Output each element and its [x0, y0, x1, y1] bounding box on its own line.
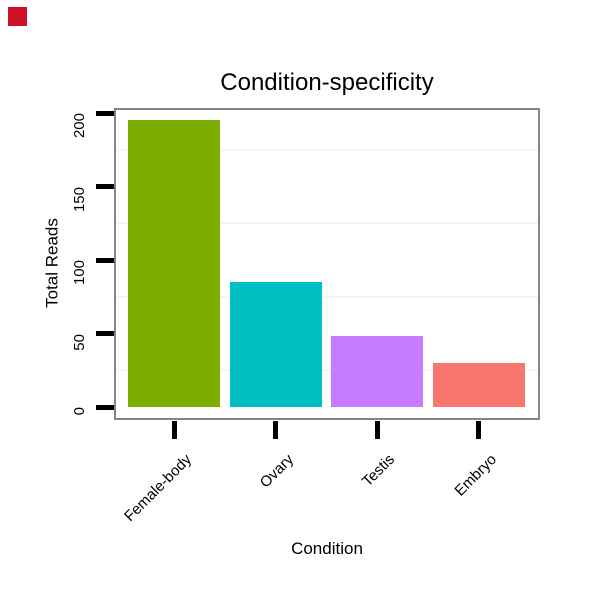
minor-gridline-125 — [116, 222, 538, 225]
bar-female-body — [128, 120, 220, 407]
y-tick-200 — [96, 110, 114, 116]
y-tick-label-200: 200 — [71, 113, 88, 139]
x-tick-embryo — [476, 421, 481, 439]
x-tick-label-embryo: Embryo — [450, 451, 500, 500]
chart-title: Condition-specificity — [220, 69, 434, 96]
minor-gridline-75 — [116, 295, 538, 298]
red-marker-square — [8, 7, 27, 26]
minor-gridline-25 — [116, 369, 538, 372]
bar-testis — [331, 336, 423, 407]
y-tick-0 — [96, 404, 114, 410]
x-tick-testis — [374, 421, 380, 439]
x-axis-title: Condition — [291, 539, 363, 558]
y-tick-150 — [96, 184, 114, 189]
y-tick-label-150: 150 — [71, 186, 88, 212]
x-tick-ovary — [273, 421, 278, 439]
y-tick-50 — [96, 331, 114, 336]
plot-panel — [114, 108, 540, 420]
y-tick-label-100: 100 — [71, 260, 88, 286]
y-tick-label-0: 0 — [71, 407, 88, 416]
bar-ovary — [229, 282, 322, 407]
y-tick-100 — [96, 257, 114, 263]
y-tick-label-50: 50 — [71, 333, 88, 351]
bar-embryo — [432, 362, 525, 407]
y-axis-title: Total Reads — [42, 218, 62, 308]
minor-gridline-175 — [116, 148, 538, 151]
x-tick-female-body — [171, 421, 177, 439]
